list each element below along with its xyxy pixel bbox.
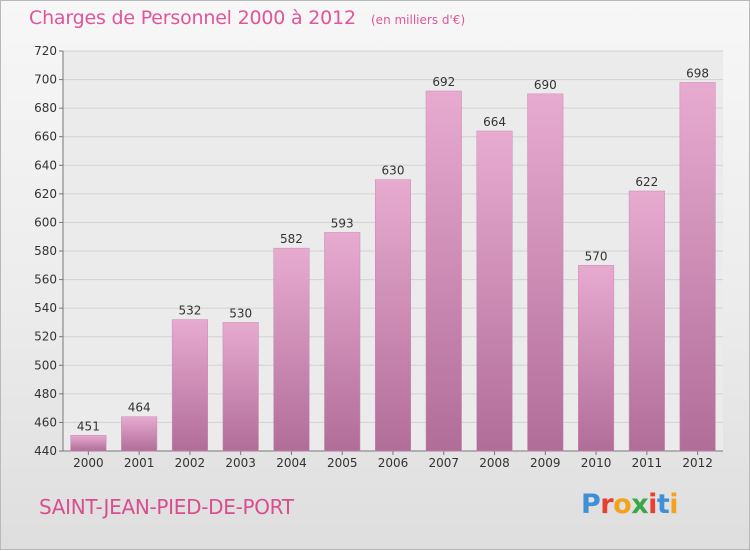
- y-tick-label: 460: [34, 415, 57, 429]
- x-tick-label: 2007: [428, 456, 459, 470]
- bar: [476, 130, 513, 452]
- x-tick-label: 2012: [682, 456, 713, 470]
- bar: [374, 179, 412, 452]
- bar: [171, 319, 208, 452]
- data-label: 582: [280, 232, 303, 246]
- y-tick-label: 480: [34, 387, 57, 401]
- x-tick-label: 2011: [632, 456, 663, 470]
- data-label: 630: [382, 164, 405, 178]
- logo-letter: t: [656, 489, 670, 520]
- bars: 451 464 532 530 582 593 630 692 664 690 570 622 698: [70, 66, 716, 452]
- data-label: 593: [331, 216, 354, 230]
- y-tick-label: 500: [34, 358, 57, 372]
- y-tick-label: 660: [34, 130, 57, 144]
- y-tick-label: 540: [34, 301, 57, 315]
- x-tick-label: 2010: [581, 456, 612, 470]
- bar: [679, 82, 716, 452]
- logo-letter: i: [669, 489, 679, 520]
- x-tick-label: 2005: [327, 456, 358, 470]
- data-label: 570: [585, 249, 608, 263]
- bar: [324, 232, 361, 452]
- bar: [273, 247, 310, 452]
- logo-letter: r: [600, 489, 614, 520]
- data-label: 530: [229, 306, 252, 320]
- data-label: 622: [635, 175, 658, 189]
- data-label: 664: [483, 115, 506, 129]
- x-tick-label: 2003: [225, 456, 256, 470]
- y-tick-label: 640: [34, 158, 57, 172]
- y-tick-label: 580: [34, 244, 57, 258]
- chart-title: Charges de Personnel 2000 à 2012: [29, 7, 356, 29]
- data-label: 698: [686, 66, 709, 80]
- logo-letter: P: [581, 489, 601, 520]
- y-tick-label: 520: [34, 330, 57, 344]
- x-tick-label: 2004: [276, 456, 307, 470]
- proxiti-logo[interactable]: Proxiti: [581, 489, 679, 520]
- commune-name: SAINT-JEAN-PIED-DE-PORT: [39, 495, 294, 519]
- bar: [628, 190, 665, 452]
- y-tick-label: 620: [34, 187, 57, 201]
- data-label: 692: [432, 75, 455, 89]
- y-tick-label: 720: [34, 44, 57, 58]
- y-tick-label: 600: [34, 215, 57, 229]
- data-label: 532: [178, 304, 201, 318]
- x-tick-label: 2002: [175, 456, 206, 470]
- bar: [70, 435, 107, 452]
- y-tick-label: 680: [34, 101, 57, 115]
- x-tick-label: 2001: [124, 456, 155, 470]
- logo-letter: x: [631, 489, 649, 520]
- bar: [578, 265, 615, 452]
- logo-letter: i: [648, 489, 657, 520]
- x-tick-label: 2009: [530, 456, 561, 470]
- data-label: 451: [77, 419, 100, 433]
- data-label: 464: [128, 401, 151, 415]
- bar: [222, 322, 259, 452]
- bar: [527, 93, 564, 452]
- bar: [121, 416, 158, 452]
- x-tick-label: 2008: [479, 456, 510, 470]
- y-tick-label: 560: [34, 273, 57, 287]
- x-tick-label: 2006: [378, 456, 409, 470]
- logo-letter: o: [613, 489, 632, 520]
- axes: 440 460 480 500 520 540 560 580 600 620 640 660 680 7…: [34, 44, 723, 470]
- y-tick-label: 700: [34, 73, 57, 87]
- unit-note: (en milliers d'€): [371, 13, 466, 27]
- y-tick-label: 440: [34, 444, 57, 458]
- x-tick-label: 2000: [73, 456, 104, 470]
- bar: [425, 90, 462, 452]
- data-label: 690: [534, 78, 557, 92]
